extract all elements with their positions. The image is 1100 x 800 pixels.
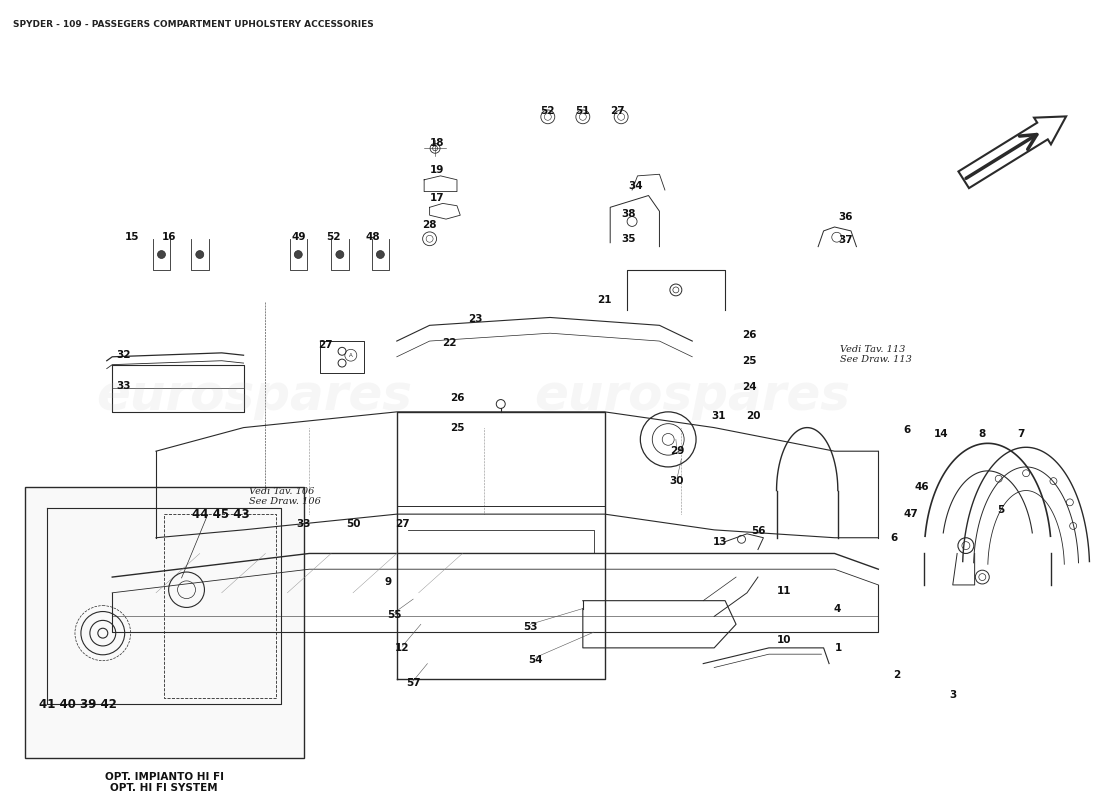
Text: 25: 25 [741,356,757,366]
Text: 14: 14 [934,429,948,439]
Text: 23: 23 [469,314,483,324]
Circle shape [196,250,204,258]
Text: 37: 37 [838,235,853,246]
Text: 50: 50 [345,518,360,529]
Text: 6: 6 [903,425,911,435]
Text: 25: 25 [450,422,464,433]
Text: 21: 21 [597,295,612,305]
Text: 10: 10 [777,635,792,645]
Text: 38: 38 [621,209,636,218]
Text: 46: 46 [915,482,930,492]
Text: 33: 33 [297,518,311,529]
Text: 54: 54 [528,654,543,665]
Text: 1: 1 [835,643,843,653]
Text: 27: 27 [318,340,333,350]
Text: 22: 22 [442,338,456,348]
Text: 12: 12 [395,643,409,653]
Text: 56: 56 [750,526,766,537]
Text: 15: 15 [124,232,140,242]
Text: 51: 51 [575,106,590,116]
Text: 6: 6 [890,533,898,542]
Text: 2: 2 [893,670,901,681]
Text: 52: 52 [540,106,556,116]
Text: 27: 27 [610,106,625,116]
Text: A: A [349,353,353,358]
Text: 5: 5 [998,506,1004,515]
Bar [24,486,304,758]
Text: OPT. IMPIANTO HI FI
OPT. HI FI SYSTEM: OPT. IMPIANTO HI FI OPT. HI FI SYSTEM [104,772,223,794]
Text: 41 40 39 42: 41 40 39 42 [39,698,117,711]
Text: 29: 29 [670,446,684,456]
Text: 32: 32 [116,350,131,360]
Circle shape [295,250,302,258]
Text: 52: 52 [326,232,341,242]
Text: 8: 8 [979,429,986,439]
Text: 9: 9 [385,577,392,586]
Text: 13: 13 [713,538,727,547]
Text: 16: 16 [162,232,176,242]
Text: 24: 24 [741,382,757,392]
Text: 36: 36 [838,212,853,222]
Text: 4: 4 [833,603,840,614]
Text: 49: 49 [292,232,306,242]
Text: SPYDER - 109 - PASSEGERS COMPARTMENT UPHOLSTERY ACCESSORIES: SPYDER - 109 - PASSEGERS COMPARTMENT UPH… [13,21,374,30]
Text: 11: 11 [777,586,792,596]
Text: 27: 27 [395,518,409,529]
Text: 33: 33 [116,381,131,391]
Circle shape [336,250,344,258]
Text: 34: 34 [628,181,642,191]
Text: 7: 7 [1016,429,1024,439]
Text: Vedi Tav. 106
See Draw. 106: Vedi Tav. 106 See Draw. 106 [249,486,321,506]
Text: eurospares: eurospares [97,372,413,420]
Text: 17: 17 [430,193,444,203]
Text: 47: 47 [904,509,918,519]
Text: 20: 20 [746,410,761,421]
Text: 26: 26 [741,330,757,340]
Text: eurospares: eurospares [535,372,850,420]
Text: Vedi Tav. 113
See Draw. 113: Vedi Tav. 113 See Draw. 113 [840,345,912,364]
Text: 18: 18 [430,138,444,148]
Text: 30: 30 [670,476,684,486]
Text: 35: 35 [621,234,636,244]
Text: 55: 55 [387,610,402,620]
Text: 44 45 43: 44 45 43 [192,508,250,522]
Text: 48: 48 [365,232,380,242]
Text: 28: 28 [422,220,437,230]
Text: 31: 31 [712,410,726,421]
Circle shape [376,250,384,258]
Text: 57: 57 [406,678,420,688]
Text: 26: 26 [450,393,464,402]
Text: 3: 3 [949,690,956,700]
Text: 19: 19 [430,165,444,174]
Circle shape [157,250,165,258]
Text: 53: 53 [524,622,538,632]
